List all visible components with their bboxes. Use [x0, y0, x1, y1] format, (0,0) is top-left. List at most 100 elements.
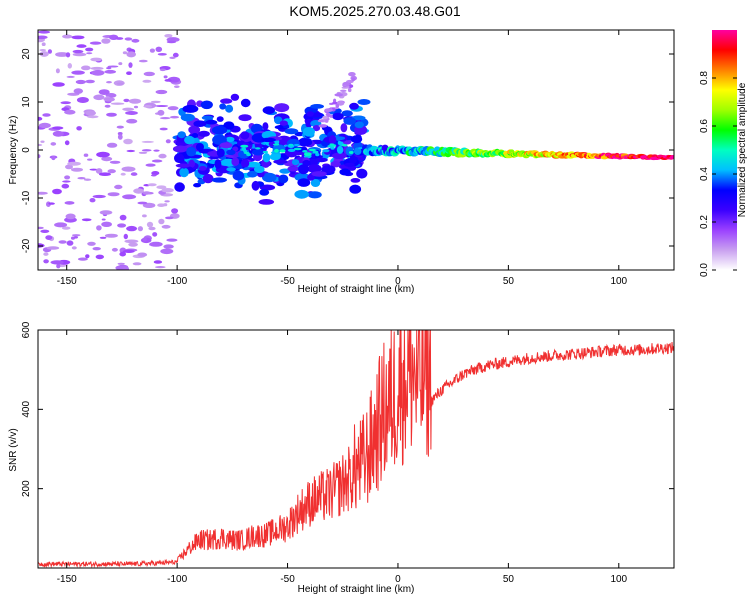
spectral-blob [279, 120, 288, 126]
spectral-blob [158, 218, 165, 225]
spectral-blob [64, 109, 76, 115]
spectral-blob [142, 191, 151, 195]
spectral-blob [151, 171, 160, 176]
colorbar-label: Normalized spectral amplitude [737, 82, 748, 217]
spectral-blob [71, 70, 85, 75]
spectral-blob [86, 52, 93, 55]
spectral-blob [287, 166, 300, 172]
spectral-blob [219, 142, 233, 149]
spectral-blob [225, 136, 235, 143]
spectral-blob [65, 52, 71, 58]
spectral-blob [350, 135, 363, 144]
spectral-blob [155, 105, 169, 107]
spectral-blob [85, 254, 90, 259]
spectral-blob [169, 56, 176, 59]
x-tick-label: 0 [395, 574, 401, 585]
spectral-blob [106, 142, 118, 148]
spectral-blob [154, 266, 166, 269]
spectral-blob [166, 238, 178, 242]
y-tick-label: -20 [21, 238, 32, 253]
spectral-blob [232, 170, 245, 181]
spectral-blob [126, 118, 138, 124]
spectral-blob [52, 82, 65, 87]
spectral-blob [335, 103, 340, 108]
spectral-blob [191, 133, 199, 138]
spectral-blob [670, 155, 674, 158]
spectral-blob [274, 148, 279, 153]
spectral-blob [305, 118, 313, 128]
spectral-blob [310, 104, 324, 109]
spectral-blob [329, 114, 333, 118]
spectral-blob [77, 257, 88, 261]
spectral-blob [121, 166, 136, 172]
spectral-blob [71, 246, 77, 250]
snr-area [38, 330, 674, 568]
spectral-blob [137, 226, 143, 232]
spectral-blob [90, 66, 104, 70]
spectral-blob [126, 51, 136, 58]
snr-ylabel: SNR (v/v) [8, 428, 19, 471]
spectral-blob [99, 210, 113, 215]
spectral-blob [274, 103, 290, 113]
y-tick-label: 20 [21, 48, 32, 60]
spectral-blob [340, 89, 347, 93]
spectral-blob [291, 159, 300, 166]
spectral-blob [85, 47, 94, 52]
spectral-blob [349, 157, 357, 164]
spectral-blob [152, 232, 158, 237]
spectral-blob [142, 214, 147, 218]
spectral-blob [62, 34, 73, 39]
spectral-blob [149, 241, 163, 247]
spectral-blob [262, 106, 275, 115]
spectral-blob [39, 49, 47, 52]
spectral-blob [240, 144, 249, 148]
spectral-blob [188, 125, 201, 135]
spectral-blob [336, 145, 344, 154]
spectral-blob [255, 147, 261, 150]
spectral-blob [116, 82, 124, 85]
spectral-blob [170, 115, 179, 119]
spectral-blob [72, 49, 84, 54]
spectral-blob [71, 234, 81, 237]
spectral-blob [107, 65, 119, 68]
spectral-blob [262, 122, 269, 131]
spectral-blob [72, 52, 87, 57]
spectral-blob [120, 172, 126, 176]
spectral-blob [193, 183, 202, 188]
spectral-blob [307, 164, 322, 174]
spectral-blob [142, 237, 147, 242]
spectral-blob [130, 172, 138, 176]
spectral-blob [119, 214, 127, 221]
spectral-blob [159, 127, 168, 131]
spectral-blob [174, 182, 185, 192]
spectral-blob [155, 89, 168, 95]
spectral-blob [116, 125, 124, 129]
y-tick-label: 200 [21, 480, 32, 497]
spectral-blob [122, 107, 135, 112]
spectral-blob [128, 242, 138, 247]
spectral-blob [137, 201, 148, 205]
spectral-blob [310, 179, 321, 187]
x-tick-label: -50 [280, 574, 295, 585]
spectral-blob [331, 144, 337, 147]
spectral-blob [343, 117, 357, 125]
spectral-blob [54, 222, 68, 228]
spectral-blob [109, 160, 121, 164]
spectral-blob [89, 198, 96, 203]
spectral-blob [143, 105, 153, 108]
spectral-blob [119, 251, 126, 257]
spectral-blob [334, 93, 344, 97]
spectral-blob [172, 145, 188, 153]
spectral-blob [157, 109, 165, 116]
spectral-blob [138, 59, 148, 63]
spectral-blob [58, 240, 67, 244]
spectral-blob [243, 151, 250, 155]
spectral-blob [143, 71, 155, 77]
spectral-blob [322, 115, 328, 120]
spectral-blob [83, 178, 92, 181]
spectral-blob [354, 121, 364, 129]
spectral-blob [159, 68, 166, 72]
spectral-blob [52, 130, 64, 137]
spectral-blob [126, 225, 138, 232]
spectral-blob [85, 110, 96, 116]
